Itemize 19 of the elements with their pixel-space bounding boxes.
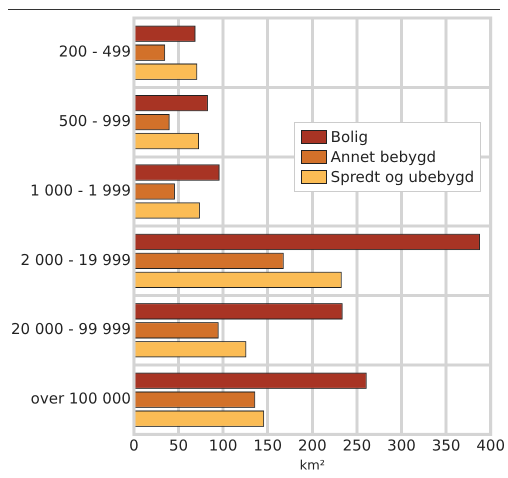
x-tick-label: 400 — [476, 436, 506, 454]
legend-label: Annet bebygd — [330, 148, 436, 166]
y-tick-label: 500 - 999 — [58, 112, 131, 130]
x-tick-label: 50 — [168, 436, 188, 454]
legend-label: Spredt og ubebygd — [330, 168, 474, 186]
legend-label: Bolig — [330, 128, 368, 146]
x-tick-label: 100 — [208, 436, 238, 454]
x-tick-label: 200 — [298, 436, 327, 454]
x-tick-label: 250 — [342, 436, 372, 454]
y-tick-label: 1 000 - 1 999 — [30, 181, 131, 200]
y-tick-label: 20 000 - 99 999 — [11, 320, 131, 338]
y-tick-label: 2 000 - 19 999 — [20, 250, 131, 269]
x-tick-label: 300 — [387, 436, 416, 454]
x-tick-label: 150 — [253, 436, 282, 454]
x-tick-label: 0 — [129, 436, 139, 454]
x-tick-label: 350 — [432, 436, 460, 454]
y-tick-label: 200 - 499 — [58, 42, 131, 61]
x-axis-title: km² — [300, 458, 326, 474]
y-tick-label: over 100 000 — [30, 390, 131, 408]
